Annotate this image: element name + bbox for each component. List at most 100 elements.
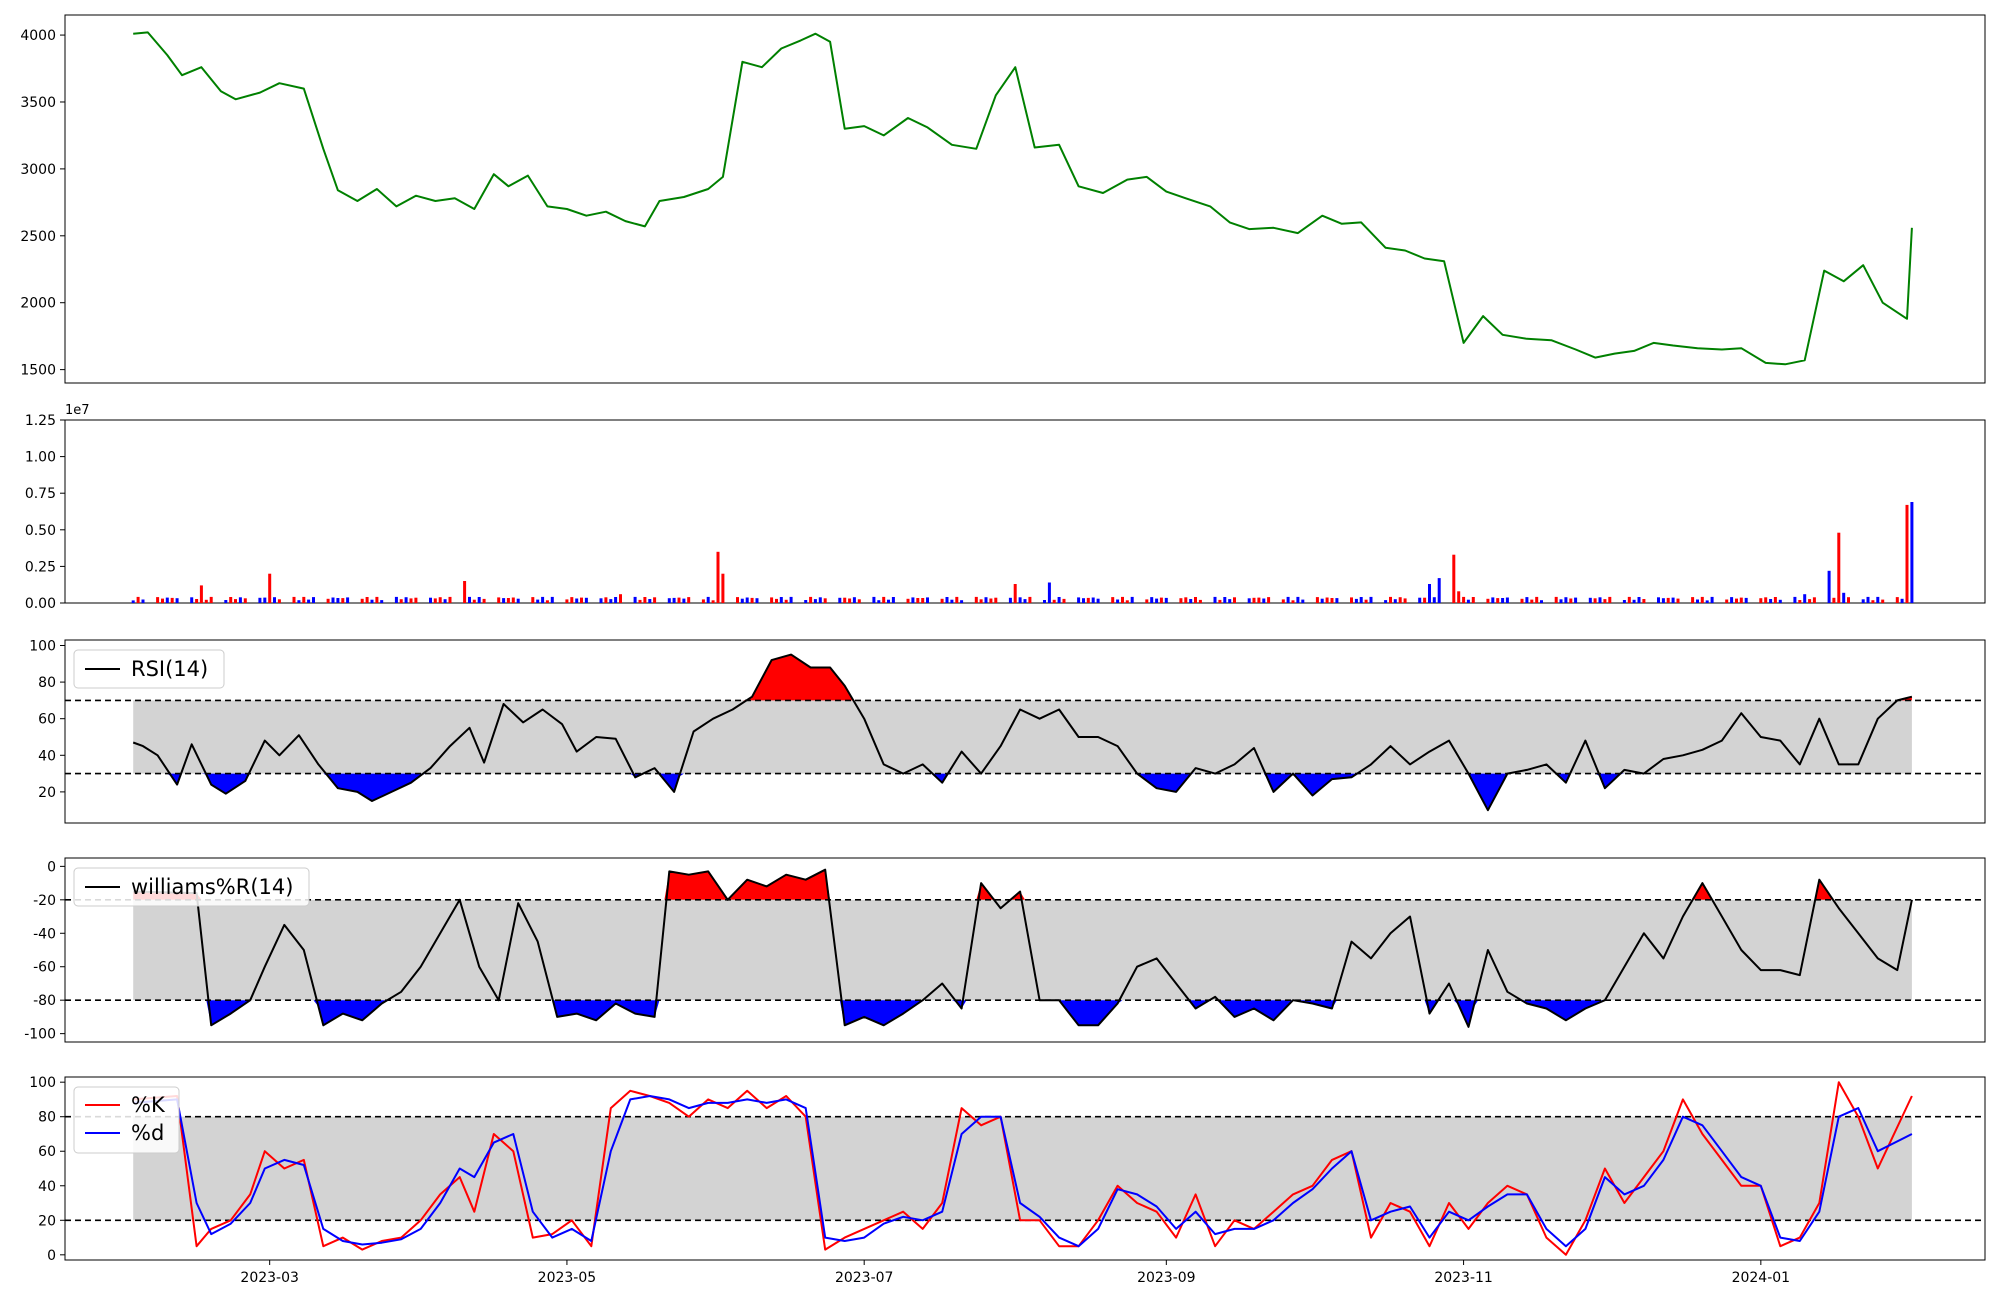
volume-bar bbox=[1296, 596, 1300, 603]
volume-bar bbox=[204, 599, 208, 603]
volume-bar bbox=[195, 599, 199, 603]
legend-box bbox=[73, 867, 310, 907]
y-tick-label: 20 bbox=[38, 785, 56, 801]
volume-bar bbox=[429, 597, 432, 603]
legend-label: RSI(14) bbox=[131, 657, 208, 681]
volume-bar bbox=[745, 597, 749, 603]
volume-bar bbox=[1593, 598, 1597, 603]
volume-bar bbox=[1403, 598, 1407, 603]
volume-bar bbox=[1876, 596, 1880, 603]
volume-bar bbox=[779, 597, 783, 603]
axes-frame bbox=[64, 1076, 1986, 1261]
price-line bbox=[133, 31, 1913, 366]
volume-bar bbox=[1354, 598, 1358, 603]
volume-bar bbox=[1905, 504, 1909, 603]
volume-bar bbox=[1150, 597, 1154, 603]
volume-bar bbox=[1691, 597, 1695, 603]
volume-bar bbox=[1778, 599, 1782, 603]
volume-bar bbox=[643, 597, 647, 603]
volume-bar bbox=[1847, 597, 1850, 603]
volume-bar bbox=[273, 597, 276, 603]
volume-bar bbox=[1145, 599, 1149, 603]
volume-bar bbox=[1735, 598, 1738, 603]
volume-bar bbox=[1281, 599, 1285, 603]
volume-bar bbox=[989, 598, 993, 603]
volume-bar bbox=[1179, 598, 1183, 603]
neutral-band bbox=[133, 899, 1912, 1001]
volume-bar bbox=[1257, 597, 1261, 603]
volume-bar bbox=[716, 551, 720, 603]
volume-bar bbox=[653, 597, 657, 603]
volume-bar bbox=[375, 596, 379, 603]
volume-bar bbox=[921, 598, 925, 603]
volume-bar bbox=[1096, 598, 1100, 603]
volume-bar bbox=[1739, 597, 1743, 603]
y-tick-label: 80 bbox=[38, 675, 56, 691]
volume-bar bbox=[1832, 597, 1836, 603]
volume-bar bbox=[1710, 596, 1714, 603]
volume-bar bbox=[1267, 597, 1271, 603]
volume-bar bbox=[331, 597, 335, 603]
volume-bar bbox=[584, 597, 588, 603]
volume-bar bbox=[1637, 597, 1641, 603]
volume-bar bbox=[1013, 584, 1017, 603]
volume-bar bbox=[848, 598, 852, 603]
volume-bar bbox=[541, 596, 545, 603]
volume-bar bbox=[502, 598, 506, 603]
y-tick-label: -60 bbox=[33, 960, 56, 976]
volume-bar bbox=[136, 596, 140, 603]
volume-bar bbox=[818, 597, 822, 603]
volume-bar bbox=[789, 596, 793, 603]
y-tick-label: 0 bbox=[47, 859, 56, 875]
y-tick-label: 20 bbox=[38, 1213, 56, 1229]
volume-bar bbox=[872, 596, 876, 603]
volume-bar bbox=[1359, 597, 1363, 603]
y-tick-label: -80 bbox=[33, 993, 56, 1009]
y-tick-label: 100 bbox=[29, 638, 56, 654]
volume-bar bbox=[550, 596, 554, 603]
y-tick-label: 80 bbox=[38, 1110, 56, 1126]
volume-bar bbox=[1696, 599, 1699, 603]
volume-bar bbox=[545, 600, 549, 603]
volume-bar bbox=[1569, 598, 1573, 603]
volume-bar bbox=[857, 599, 861, 603]
volume-bar bbox=[638, 599, 642, 603]
volume-bar bbox=[336, 598, 340, 603]
volume-bar bbox=[682, 598, 686, 603]
volume-bar bbox=[667, 598, 671, 603]
volume-bar bbox=[472, 599, 476, 603]
y-tick-label: 0.25 bbox=[25, 559, 56, 575]
volume-bar bbox=[1540, 600, 1543, 603]
volume-bar bbox=[438, 597, 442, 603]
volume-bar bbox=[1228, 599, 1232, 603]
volume-bar bbox=[234, 599, 237, 603]
volume-bar bbox=[1505, 597, 1509, 603]
rsi-panel: 20 40 60 80 100 RSI(14) bbox=[29, 638, 1986, 824]
y-tick-label: 3000 bbox=[20, 162, 56, 178]
volume-bar bbox=[926, 597, 929, 603]
x-tick-label: 2023-05 bbox=[538, 1270, 597, 1286]
y-tick-label: 4000 bbox=[20, 28, 56, 44]
axes-frame bbox=[64, 14, 1986, 384]
d-line bbox=[133, 1095, 1913, 1248]
volume-bar bbox=[1130, 596, 1134, 603]
volume-bar bbox=[243, 598, 247, 603]
overbought-fill bbox=[133, 869, 1912, 900]
axes-frame bbox=[64, 857, 1986, 1043]
y-tick-label: 40 bbox=[38, 1179, 56, 1195]
legend-label: %K bbox=[131, 1093, 166, 1117]
volume-bar bbox=[599, 598, 603, 603]
volume-bar bbox=[1900, 598, 1904, 603]
volume-bar bbox=[1603, 599, 1607, 603]
volume-bar bbox=[312, 597, 315, 603]
volume-bar bbox=[843, 597, 847, 603]
volume-bar bbox=[1798, 600, 1802, 603]
volume-bar bbox=[804, 600, 808, 603]
volume-bar bbox=[1252, 597, 1256, 603]
k-line bbox=[133, 1081, 1913, 1256]
volume-bar bbox=[906, 598, 910, 603]
volume-bar bbox=[570, 597, 574, 603]
volume-bar bbox=[687, 597, 691, 603]
volume-bar bbox=[131, 600, 135, 603]
volume-bar bbox=[297, 600, 301, 603]
